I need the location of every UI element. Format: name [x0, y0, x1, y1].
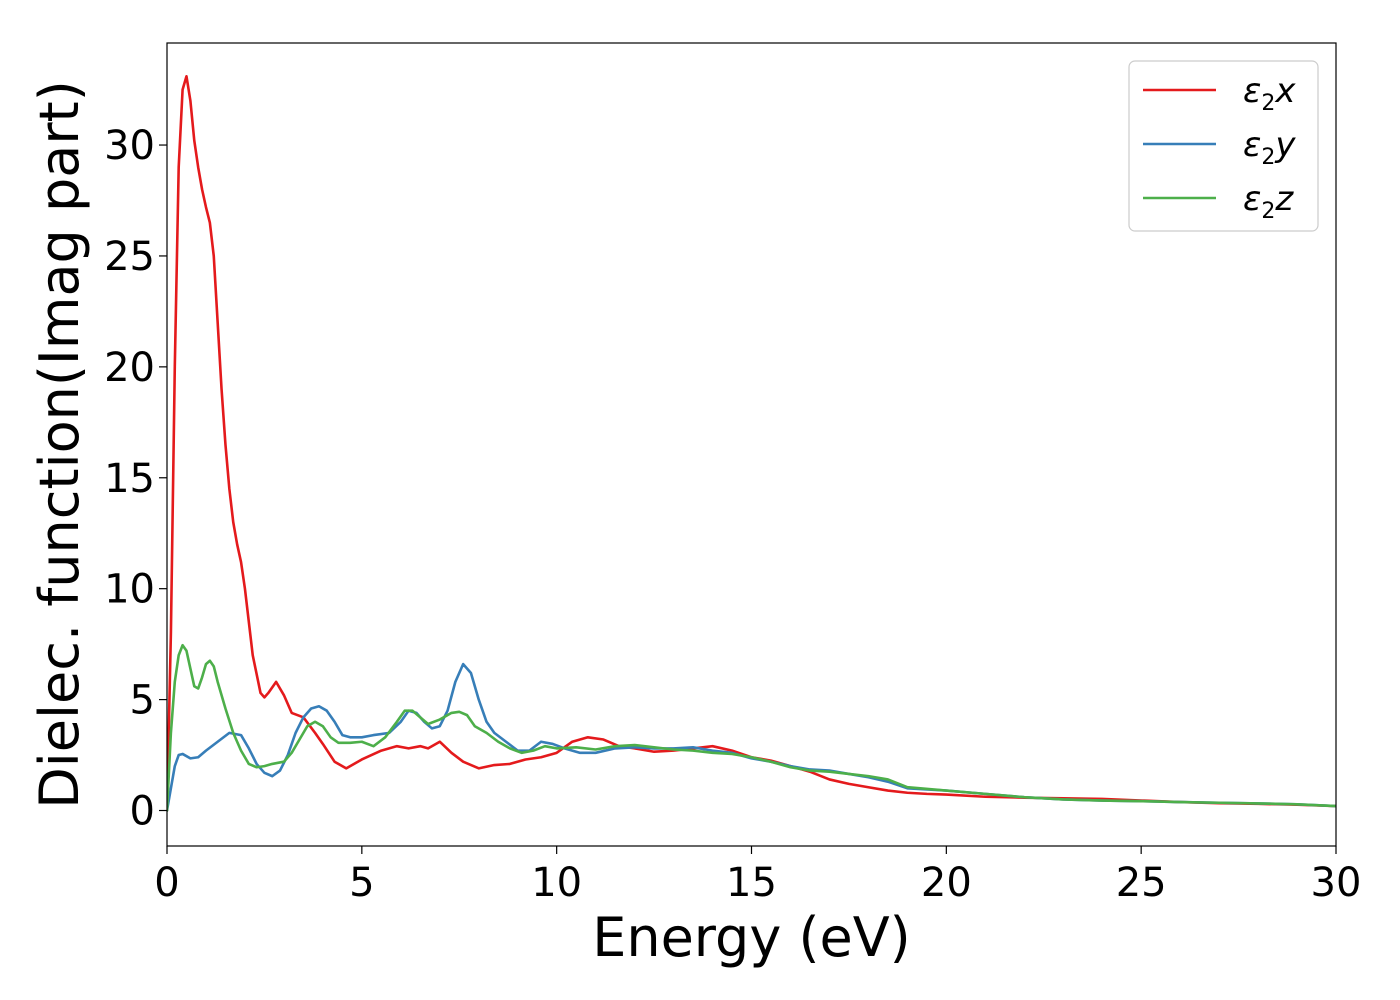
y-tick-label: 5	[130, 678, 155, 724]
series-line-x	[167, 74, 1336, 812]
y-axis-label: Dielec. function(Imag part)	[28, 80, 91, 809]
x-tick-label: 5	[349, 860, 374, 906]
y-axis: 0 5 10 15 20 25 30	[104, 123, 167, 835]
legend-label: ε2y	[1243, 125, 1296, 170]
y-tick-label: 20	[104, 345, 155, 391]
x-tick-label: 30	[1311, 860, 1362, 906]
y-tick-label: 15	[104, 456, 155, 502]
legend-label: ε2z	[1243, 179, 1294, 224]
x-tick-label: 25	[1116, 860, 1167, 906]
x-tick-label: 20	[921, 860, 972, 906]
legend: ε2x ε2y ε2z	[1128, 60, 1319, 232]
x-axis: 0 5 10 15 20 25 30	[154, 846, 1361, 906]
y-tick-label: 0	[130, 789, 155, 835]
x-tick-label: 10	[531, 860, 582, 906]
series-line-y	[167, 662, 1336, 812]
y-tick-label: 10	[104, 567, 155, 613]
x-tick-label: 15	[726, 860, 777, 906]
legend-box	[1128, 60, 1319, 232]
series-layer	[167, 74, 1336, 812]
x-axis-label: Energy (eV)	[592, 906, 911, 969]
x-tick-label: 0	[154, 860, 179, 906]
series-line-z	[167, 643, 1336, 812]
y-tick-label: 30	[104, 123, 155, 169]
legend-label: ε2x	[1243, 71, 1296, 116]
y-tick-label: 25	[104, 234, 155, 280]
